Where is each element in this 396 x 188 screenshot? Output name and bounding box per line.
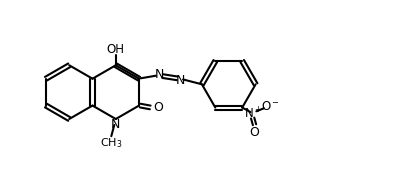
Text: N: N bbox=[155, 68, 164, 81]
Text: N$^+$: N$^+$ bbox=[244, 106, 263, 121]
Text: CH$_3$: CH$_3$ bbox=[100, 136, 122, 150]
Text: N: N bbox=[175, 74, 185, 87]
Text: O: O bbox=[249, 127, 259, 139]
Text: O$^-$: O$^-$ bbox=[261, 100, 280, 113]
Text: OH: OH bbox=[107, 43, 125, 56]
Text: N: N bbox=[111, 118, 120, 131]
Text: O: O bbox=[153, 101, 163, 114]
